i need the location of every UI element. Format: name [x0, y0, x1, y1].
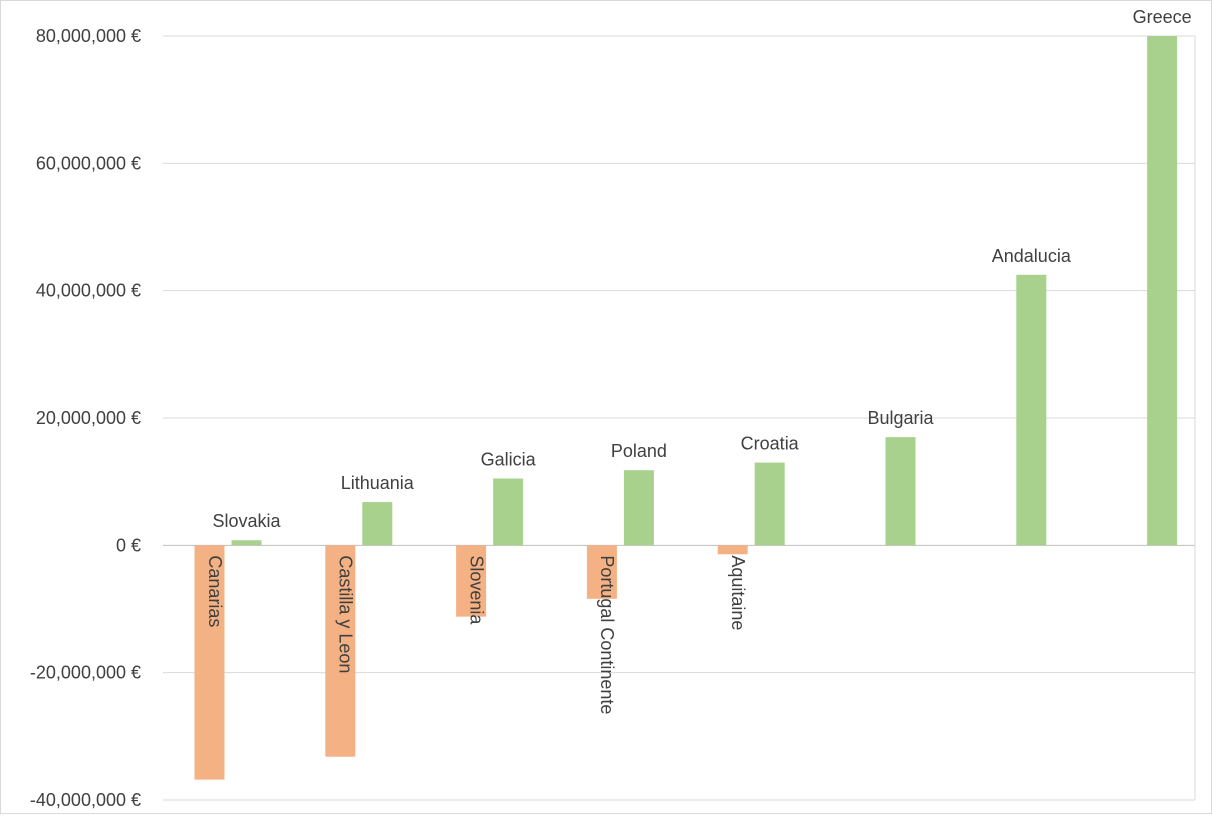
bar-positive-1: [362, 502, 393, 546]
bar-label-negative: Portugal Continente: [597, 555, 617, 714]
bar-negative-1: [325, 545, 356, 757]
bar-label-negative: Aquitaine: [728, 555, 748, 630]
bar-labels: Canarias Slovakia Castilla y Leon Lithuania…: [205, 7, 1192, 714]
y-tick-label: 0 €: [116, 535, 141, 555]
bar-positive-5: [885, 437, 916, 546]
bars: [194, 36, 1178, 780]
bar-label-positive: Bulgaria: [867, 408, 934, 428]
bar-label-negative: Canarias: [205, 555, 225, 627]
bar-label-positive: Andalucia: [992, 246, 1072, 266]
y-tick-label: 20,000,000 €: [36, 408, 141, 428]
y-tick-label: 80,000,000 €: [36, 26, 141, 46]
bar-label-positive: Greece: [1133, 7, 1192, 27]
y-axis-ticks: 80,000,000 € 60,000,000 € 40,000,000 € 20,0…: [30, 26, 141, 810]
bar-label-negative: Castilla y Leon: [336, 555, 356, 673]
bar-positive-3: [623, 470, 654, 546]
bar-positive-0: [231, 540, 262, 546]
y-tick-label: 40,000,000 €: [36, 281, 141, 301]
y-tick-label: 60,000,000 €: [36, 153, 141, 173]
bar-label-positive: Croatia: [741, 434, 800, 454]
bar-positive-6: [1016, 274, 1047, 546]
bar-label-positive: Slovakia: [212, 511, 281, 531]
bar-label-positive: Lithuania: [341, 473, 415, 493]
bar-label-positive: Galicia: [481, 449, 537, 469]
bar-negative-2: [456, 545, 487, 617]
bar-positive-2: [493, 478, 524, 546]
y-tick-label: -20,000,000 €: [30, 663, 141, 683]
bar-negative-4: [717, 545, 748, 555]
bar-label-positive: Poland: [611, 441, 667, 461]
bar-negative-3: [586, 545, 617, 599]
bar-label-negative: Slovenia: [466, 555, 486, 625]
bar-positive-4: [754, 462, 785, 546]
y-tick-label: -40,000,000 €: [30, 790, 141, 810]
bar-positive-7: [1147, 36, 1178, 546]
bar-negative-0: [194, 545, 225, 780]
